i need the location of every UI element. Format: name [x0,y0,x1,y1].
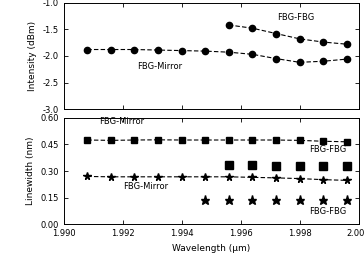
X-axis label: Wavelength (μm): Wavelength (μm) [172,244,250,253]
Y-axis label: Intensity (dBm): Intensity (dBm) [28,21,37,91]
Text: FBG-FBG: FBG-FBG [309,207,347,216]
Text: FBG-Mirror: FBG-Mirror [123,182,168,191]
Text: FBG-FBG: FBG-FBG [277,13,314,22]
Text: FBG-FBG: FBG-FBG [309,146,347,155]
Y-axis label: Linewidth (nm): Linewidth (nm) [26,137,35,205]
Text: FBG-Mirror: FBG-Mirror [99,117,144,126]
Text: FBG-Mirror: FBG-Mirror [137,62,182,71]
